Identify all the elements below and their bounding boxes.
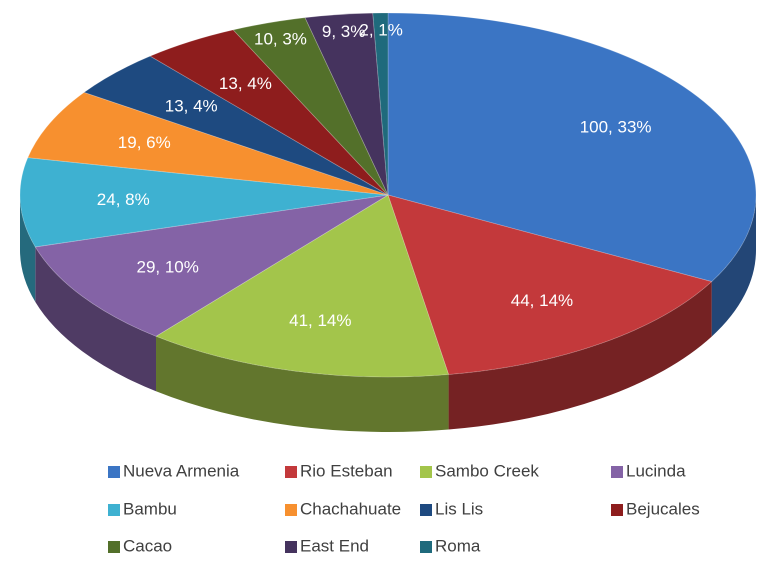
slice-side bbox=[35, 246, 157, 392]
legend-label: Sambo Creek bbox=[435, 461, 539, 480]
data-label: 13, 4% bbox=[165, 97, 218, 116]
legend-label: Lucinda bbox=[626, 461, 686, 480]
legend-label: East End bbox=[300, 536, 369, 555]
slice bbox=[149, 29, 389, 196]
legend-swatch bbox=[420, 541, 432, 553]
slice bbox=[232, 17, 389, 196]
legend-swatch bbox=[108, 466, 120, 478]
legend-label: Chachahuate bbox=[300, 499, 401, 518]
legend-swatch bbox=[420, 466, 432, 478]
slice bbox=[83, 55, 389, 196]
legend-swatch bbox=[285, 541, 297, 553]
legend-swatch bbox=[611, 504, 623, 516]
legend-label: Cacao bbox=[123, 536, 172, 555]
data-label: 10, 3% bbox=[254, 30, 307, 49]
legend-label: Bambu bbox=[123, 499, 177, 518]
legend-swatch bbox=[285, 504, 297, 516]
data-label: 41, 14% bbox=[289, 311, 351, 330]
legend-swatch bbox=[420, 504, 432, 516]
slice bbox=[372, 12, 389, 196]
data-label: 19, 6% bbox=[118, 133, 171, 152]
slice-side bbox=[448, 281, 712, 430]
legend-label: Roma bbox=[435, 536, 481, 555]
legend-label: Lis Lis bbox=[435, 499, 483, 518]
slice bbox=[34, 194, 389, 337]
slice bbox=[387, 194, 713, 375]
slice-side bbox=[156, 336, 449, 432]
legend-label: Rio Esteban bbox=[300, 461, 393, 480]
legend-label: Nueva Armenia bbox=[123, 461, 240, 480]
slice bbox=[387, 12, 757, 283]
slice-side bbox=[20, 195, 36, 302]
data-label: 44, 14% bbox=[511, 291, 573, 310]
data-label: 2, 1% bbox=[359, 21, 402, 40]
legend-label: Bejucales bbox=[626, 499, 700, 518]
legend-swatch bbox=[611, 466, 623, 478]
slice bbox=[155, 194, 450, 378]
legend-swatch bbox=[108, 541, 120, 553]
data-label: 100, 33% bbox=[580, 117, 652, 136]
data-label: 24, 8% bbox=[97, 190, 150, 209]
slice bbox=[19, 157, 389, 248]
legend-swatch bbox=[285, 466, 297, 478]
slice bbox=[304, 12, 389, 196]
slice bbox=[27, 91, 389, 196]
data-label: 29, 10% bbox=[136, 257, 198, 276]
data-label: 13, 4% bbox=[219, 74, 272, 93]
data-label: 9, 3% bbox=[322, 22, 365, 41]
slice-side bbox=[711, 195, 756, 337]
legend-swatch bbox=[108, 504, 120, 516]
